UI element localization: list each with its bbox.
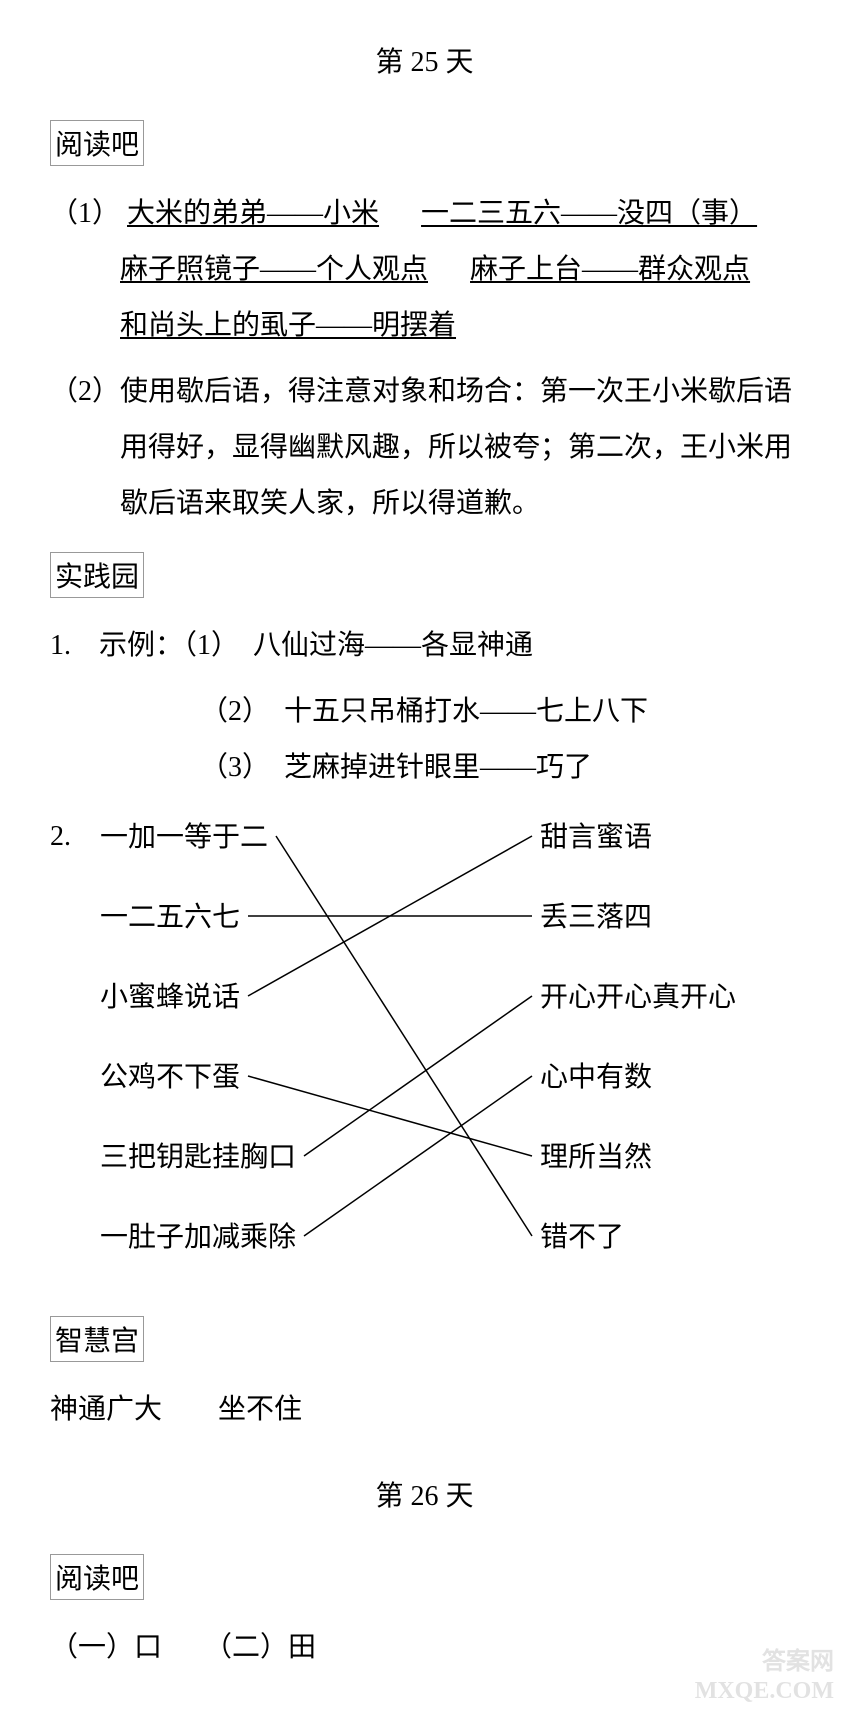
matching-left-item: 一肚子加减乘除	[100, 1221, 296, 1255]
watermark-line2: MXQE.COM	[695, 1677, 834, 1706]
matching-left-item: 小蜜蜂说话	[100, 981, 240, 1015]
practice-q1-b: （2） 十五只吊桶打水——七上八下	[50, 684, 799, 740]
q2-prefix: （2）	[50, 376, 120, 407]
q1-prefix: （1）	[50, 198, 120, 229]
practice-q1-a: 1. 示例：（1） 八仙过海——各显神通	[50, 618, 799, 674]
matching-right-item: 开心开心真开心	[540, 981, 736, 1015]
practice-header: 实践园	[50, 552, 144, 598]
reading26-text: （一）口 （二）田	[50, 1620, 799, 1676]
q2-prefix: 2.	[50, 821, 71, 853]
reading-header: 阅读吧	[50, 120, 144, 166]
matching-left-item: 一加一等于二	[100, 821, 268, 855]
q1-a: （1） 八仙过海——各显神通	[183, 630, 533, 661]
matching-left-item: 一二五六七	[100, 901, 240, 935]
q1-text2: 一二三五六——没四（事）	[421, 198, 757, 229]
matching-right-item: 错不了	[540, 1221, 624, 1255]
day26-title: 第 26 天	[50, 1474, 799, 1514]
q2-text: 使用歇后语，得注意对象和场合：第一次王小米歇后语用得好，显得幽默风趣，所以被夸；…	[120, 376, 792, 519]
practice-q1-c: （3） 芝麻掉进针眼里——巧了	[50, 740, 799, 796]
day25-title: 第 25 天	[50, 40, 799, 80]
q1-text4: 麻子上台——群众观点	[470, 254, 750, 285]
wisdom-header: 智慧宫	[50, 1316, 144, 1362]
wisdom-text: 神通广大 坐不住	[50, 1382, 799, 1438]
reading-q1: （1） 大米的弟弟——小米 一二三五六——没四（事） 麻子照镜子——个人观点 麻…	[50, 186, 799, 354]
matching-right-item: 心中有数	[540, 1061, 652, 1095]
matching-right-item: 甜言蜜语	[540, 821, 652, 855]
watermark: 答案网 MXQE.COM	[695, 1648, 834, 1706]
matching-right-item: 丢三落四	[540, 901, 652, 935]
matching-left-item: 三把钥匙挂胸口	[100, 1141, 296, 1175]
matching-right-item: 理所当然	[540, 1141, 652, 1175]
q1-text3: 麻子照镜子——个人观点	[120, 254, 428, 285]
q1-prefix: 1. 示例：	[50, 630, 183, 661]
reading-q2: （2）使用歇后语，得注意对象和场合：第一次王小米歇后语用得好，显得幽默风趣，所以…	[50, 364, 799, 532]
q1-text5: 和尚头上的虱子——明摆着	[120, 310, 456, 341]
watermark-line1: 答案网	[695, 1648, 834, 1677]
q1-text1: 大米的弟弟——小米	[127, 198, 379, 229]
matching-left-item: 公鸡不下蛋	[100, 1061, 240, 1095]
matching-exercise: 2. 一加一等于二一二五六七小蜜蜂说话公鸡不下蛋三把钥匙挂胸口一肚子加减乘除 甜…	[50, 806, 799, 1306]
reading26-header: 阅读吧	[50, 1554, 144, 1600]
